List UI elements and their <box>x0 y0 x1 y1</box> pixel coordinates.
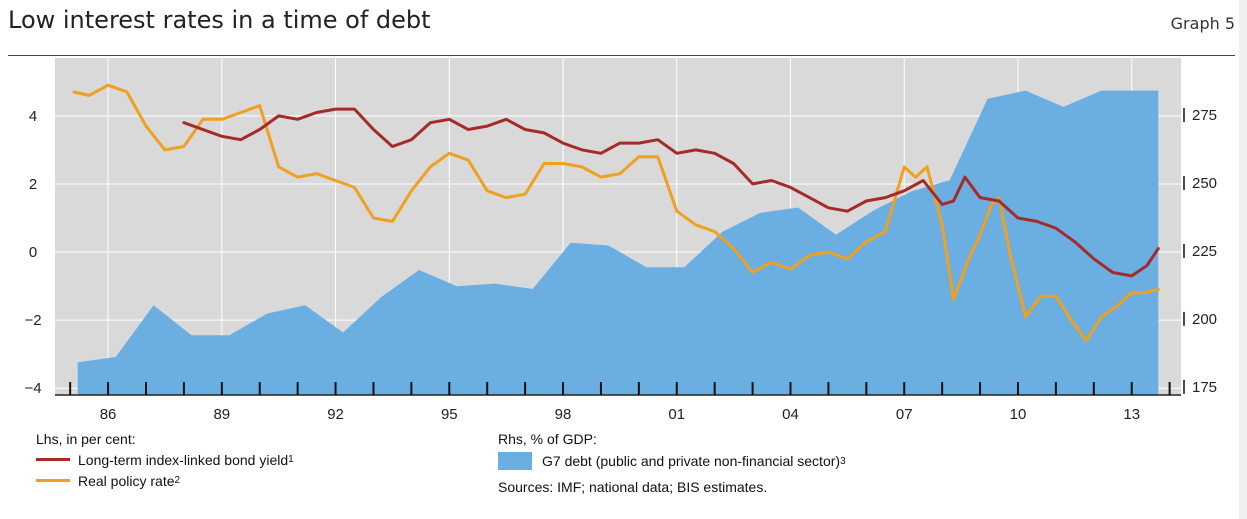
debt-area <box>77 90 1159 395</box>
y-left-tick-label: 0 <box>29 244 37 261</box>
x-tick-label: 13 <box>1123 406 1140 423</box>
x-tick-label: 01 <box>668 406 685 423</box>
title-rule <box>8 55 1235 56</box>
bond-yield-swatch <box>36 458 70 461</box>
debt-footnote: 3 <box>840 455 846 467</box>
y-left-tick-label: −2 <box>24 312 41 329</box>
debt-label: G7 debt (public and private non-financia… <box>542 453 841 469</box>
line-area-chart: 86 89 92 95 98 01 04 07 10 13 4 2 0 −2 −4 275 250 225 200 1… <box>24 58 1217 423</box>
y-right-tick-label: 250 <box>1192 175 1217 192</box>
x-tick-label: 07 <box>896 406 913 423</box>
policy-rate-footnote: 2 <box>174 475 181 486</box>
policy-rate-swatch <box>36 479 70 482</box>
page-edge-strip <box>1239 0 1247 519</box>
chart-title: Low interest rates in a time of debt <box>8 6 431 34</box>
bond-yield-footnote: 1 <box>288 454 294 465</box>
x-tick-label: 95 <box>441 406 458 423</box>
y-right-tick-label: 175 <box>1192 379 1217 396</box>
y-left-tick-label: 2 <box>29 176 37 193</box>
legend-lhs-heading: Lhs, in per cent: <box>36 430 136 447</box>
y-right-tick-label: 225 <box>1192 243 1217 260</box>
y-left-tick-label: −4 <box>24 380 41 397</box>
sources-note: Sources: IMF; national data; BIS estimat… <box>498 478 768 495</box>
policy-rate-line <box>72 83 1160 342</box>
bond-yield-label: Long-term index-linked bond yield <box>78 451 289 468</box>
x-tick-label: 98 <box>555 406 572 423</box>
legend-right: Rhs, % of GDP: G7 debt (public and priva… <box>498 428 846 497</box>
x-tick-label: 92 <box>327 406 344 423</box>
legend-left: Lhs, in per cent: Long-term index-linked… <box>36 428 294 491</box>
policy-rate-label: Real policy rate <box>78 472 175 489</box>
x-tick-label: 10 <box>1010 406 1027 423</box>
bond-yield-line <box>182 107 1160 278</box>
legend-rhs-heading: Rhs, % of GDP: <box>498 430 597 447</box>
legend-item-policy-rate: Real policy rate 2 <box>36 470 294 491</box>
x-tick-label: 86 <box>100 406 117 423</box>
x-tick-label: 04 <box>782 406 799 423</box>
y-right-tick-label: 200 <box>1192 311 1217 328</box>
y-left-tick-label: 4 <box>29 108 37 125</box>
debt-swatch <box>498 452 532 470</box>
graph-number: Graph 5 <box>1170 14 1235 33</box>
y-right-tick-label: 275 <box>1192 107 1217 124</box>
legend-item-debt: G7 debt (public and private non-financia… <box>498 449 846 473</box>
legend-item-bond-yield: Long-term index-linked bond yield 1 <box>36 449 294 470</box>
x-tick-label: 89 <box>213 406 230 423</box>
